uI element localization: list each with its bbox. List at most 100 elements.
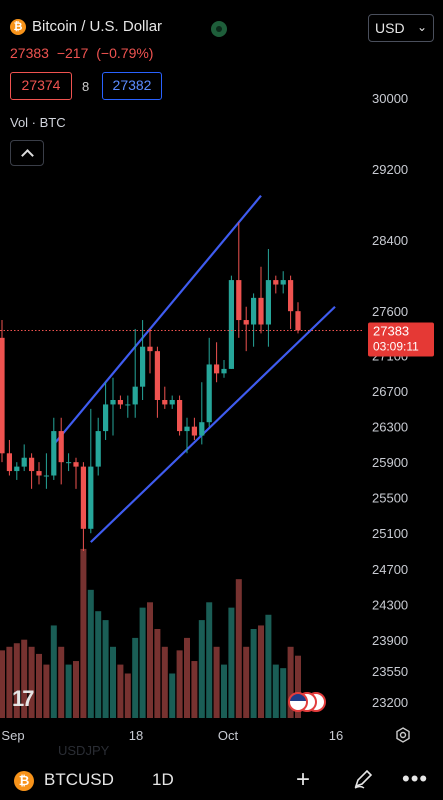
candle-body	[273, 280, 279, 285]
candle-body	[103, 404, 109, 432]
candle-body	[21, 457, 27, 467]
drawing-tools-icon[interactable]	[352, 768, 374, 790]
volume-bar	[147, 602, 153, 718]
more-options-button[interactable]: •••	[402, 766, 429, 791]
add-button[interactable]: +	[296, 766, 311, 793]
volume-bar	[228, 607, 235, 718]
price-axis-label: 26300	[372, 420, 408, 435]
candle-body	[199, 422, 205, 436]
candle-body	[43, 475, 49, 477]
sell-button[interactable]: 27374	[10, 72, 72, 100]
volume-bar	[36, 653, 42, 718]
gear-icon[interactable]	[395, 727, 411, 743]
volume-bar	[265, 614, 272, 718]
time-axis-label: Oct	[218, 728, 239, 743]
candle-body	[184, 426, 190, 432]
market-status-icon[interactable]	[211, 21, 227, 37]
time-axis-label: Sep	[1, 728, 24, 743]
candle-body	[191, 426, 197, 436]
bitcoin-icon: ₿	[14, 771, 34, 791]
volume-bar	[50, 625, 57, 718]
candle-body	[177, 400, 183, 432]
volume-bar	[206, 602, 213, 718]
candle-body	[140, 346, 146, 387]
interval-button[interactable]: 1D	[152, 770, 174, 789]
candle-body	[154, 351, 160, 400]
volume-bar	[132, 637, 139, 718]
volume-bar	[73, 661, 79, 718]
symbol-title: Bitcoin / U.S. Dollar	[32, 18, 163, 35]
symbol-search-button[interactable]: BTCUSD	[44, 770, 114, 789]
events-icon[interactable]	[288, 692, 328, 714]
volume-bar	[87, 589, 94, 718]
candle-body	[51, 431, 57, 476]
price-axis-label: 24700	[372, 562, 408, 577]
symbol-header[interactable]: ₿ Bitcoin / U.S. Dollar	[10, 18, 162, 35]
volume-bar	[235, 579, 242, 718]
candle-body	[236, 280, 242, 321]
volume-bar	[272, 664, 279, 718]
time-axis-label: 18	[129, 728, 143, 743]
tradingview-logo: 17	[12, 686, 35, 711]
candle-body	[169, 400, 175, 405]
candle-body	[206, 364, 212, 423]
volume-legend[interactable]: Vol · BTC	[10, 115, 66, 130]
candle-body	[58, 431, 64, 463]
candle-body	[243, 320, 249, 325]
volume-bar	[191, 661, 198, 718]
channel-line	[90, 305, 336, 543]
volume-bar	[65, 664, 72, 718]
volume-bar	[184, 637, 190, 718]
volume-bar	[169, 673, 176, 718]
volume-bar	[161, 646, 168, 718]
volume-bar	[250, 629, 257, 718]
candle-body	[36, 471, 42, 476]
volume-bar	[221, 664, 227, 718]
price-axis-label: 23550	[372, 664, 408, 679]
candle-body	[0, 337, 5, 454]
volume-bar	[258, 625, 264, 718]
candle-body	[6, 453, 12, 472]
price-axis-label: 27600	[372, 304, 408, 319]
chevron-down-icon: ⌄	[416, 20, 427, 34]
collapse-legend-button[interactable]	[10, 140, 44, 166]
candle-body	[280, 280, 286, 285]
volume-bar	[21, 639, 28, 718]
volume-bar	[198, 620, 205, 718]
candle-body	[29, 457, 35, 472]
volume-bar	[110, 646, 116, 718]
volume-bar	[139, 607, 146, 718]
currency-select[interactable]: USD ⌄	[368, 14, 434, 42]
volume-bar	[243, 646, 250, 718]
price-axis-label: 26700	[372, 384, 408, 399]
channel-line	[52, 195, 262, 446]
candle-body	[147, 346, 153, 352]
volume-bar	[280, 668, 287, 718]
volume-bar	[80, 548, 87, 718]
price-axis-label: 24300	[372, 597, 408, 612]
time-axis-label: 16	[329, 728, 343, 743]
candle-body	[73, 462, 79, 467]
candle-body	[88, 466, 94, 529]
buy-button[interactable]: 27382	[102, 72, 162, 100]
volume-bar	[6, 646, 13, 718]
volume-bar	[176, 650, 183, 718]
candle-body	[110, 400, 116, 405]
candle-body	[125, 404, 131, 406]
candle-body	[228, 280, 234, 369]
candle-body	[117, 400, 123, 405]
candle-body	[162, 400, 168, 405]
candle-body	[214, 364, 220, 374]
volume-bar	[43, 664, 50, 718]
price-change-pct: (−0.79%)	[96, 45, 154, 61]
volume-bar	[102, 620, 109, 718]
volume-bar	[58, 646, 65, 718]
candle-body	[14, 466, 20, 472]
volume-bar	[117, 664, 124, 718]
price-axis-label: 25500	[372, 491, 408, 506]
current-price-label: 27383	[373, 323, 409, 338]
candle-body	[66, 462, 72, 464]
volume-bar	[295, 655, 301, 718]
volume-bar	[95, 611, 102, 718]
